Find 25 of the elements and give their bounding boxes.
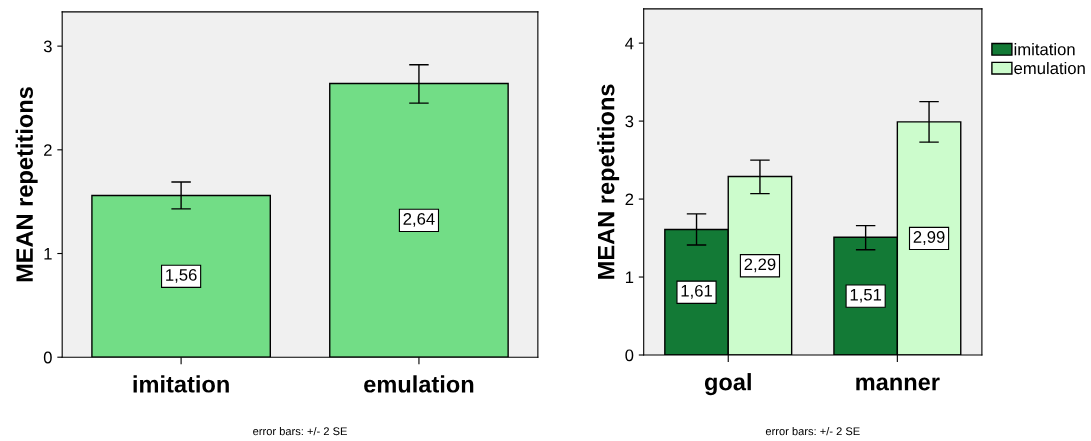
y-tick-label: 4 <box>625 37 634 50</box>
legend-label: imitation <box>1014 43 1075 56</box>
x-tick-label: emulation <box>364 375 474 393</box>
x-tick-label: goal <box>704 373 751 396</box>
data-label: 2,99 <box>913 231 945 245</box>
y-tick-label: 1 <box>625 271 634 284</box>
y-axis-title: MEAN repetitions <box>15 87 38 282</box>
data-label: 1,56 <box>166 269 197 283</box>
y-tick-label: 2 <box>625 193 634 206</box>
data-label: 1,51 <box>850 288 882 303</box>
y-tick-label: 1 <box>44 248 52 260</box>
data-label: 2,64 <box>403 213 435 227</box>
y-tick-label: 3 <box>43 40 52 53</box>
y-tick-label: 0 <box>625 349 634 362</box>
x-tick-label: imitation <box>133 375 229 393</box>
data-label: 2,29 <box>744 258 776 273</box>
text: error bars: +/- 2 SE <box>765 427 860 436</box>
y-tick-label: 2 <box>44 144 52 156</box>
y-axis-title: MEAN repetitions <box>597 84 620 279</box>
data-label: 1,61 <box>681 284 712 299</box>
y-tick-label: 0 <box>43 351 52 364</box>
legend-label: emulation <box>1014 61 1085 75</box>
x-tick-label: manner <box>856 377 940 391</box>
text: error bars: +/- 2 SE <box>253 427 347 436</box>
y-tick-label: 3 <box>625 115 634 128</box>
